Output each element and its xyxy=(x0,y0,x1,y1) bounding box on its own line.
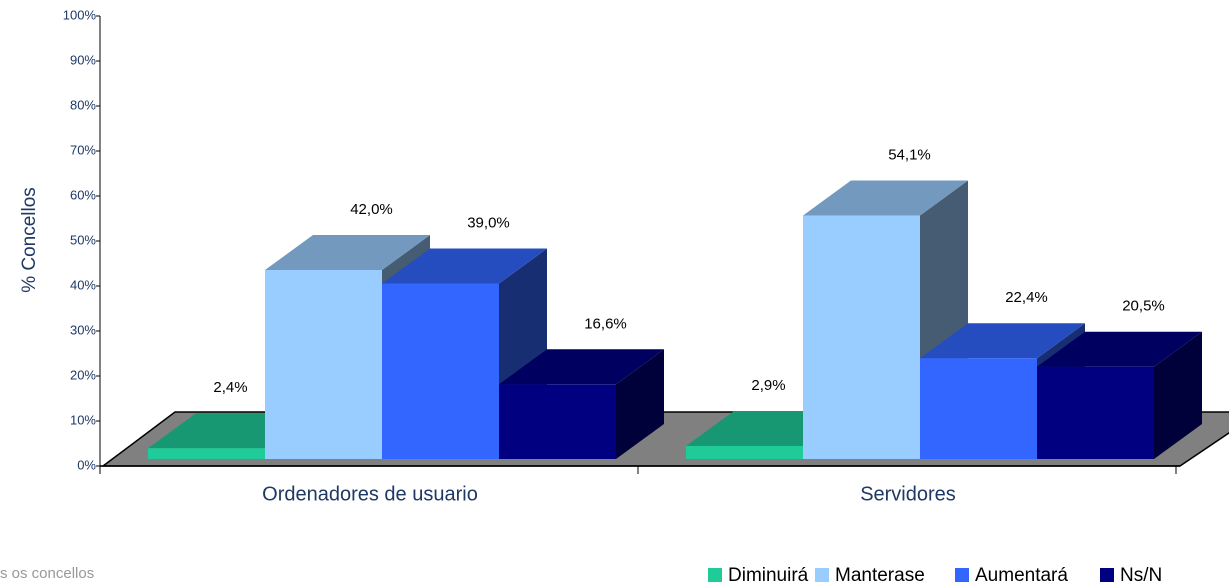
bar-top xyxy=(499,349,664,385)
bar xyxy=(686,445,803,459)
bar-top xyxy=(920,323,1085,359)
y-tick-label: 10% xyxy=(70,412,96,427)
bar xyxy=(148,448,265,459)
y-tick-label: 70% xyxy=(70,142,96,157)
y-tick-label: 60% xyxy=(70,187,96,202)
value-label: 16,6% xyxy=(584,315,627,332)
y-tick-label: 90% xyxy=(70,52,96,67)
value-label: 54,1% xyxy=(888,147,931,164)
bar-top xyxy=(1037,331,1202,367)
y-tick-label: 0% xyxy=(77,457,96,472)
footnote: s os concellos xyxy=(0,565,94,582)
bar xyxy=(920,358,1037,459)
value-label: 2,4% xyxy=(213,379,247,396)
x-tick-label: Ordenadores de usuario xyxy=(262,483,478,505)
value-label: 22,4% xyxy=(1005,289,1048,306)
bar-top xyxy=(382,248,547,284)
value-label: 42,0% xyxy=(350,201,393,218)
legend-swatch xyxy=(708,568,722,582)
bar xyxy=(803,215,920,459)
value-label: 39,0% xyxy=(467,214,510,231)
bar xyxy=(265,270,382,459)
legend-swatch xyxy=(1100,568,1114,582)
bar-side xyxy=(1154,331,1202,459)
y-tick-label: 30% xyxy=(70,322,96,337)
legend-swatch xyxy=(955,568,969,582)
legend-label: Ns/N xyxy=(1120,565,1162,586)
x-tick-label: Servidores xyxy=(860,483,956,505)
bar-side xyxy=(616,349,664,459)
y-tick-label: 80% xyxy=(70,97,96,112)
legend-label: Aumentará xyxy=(975,565,1068,586)
legend-swatch xyxy=(815,568,829,582)
y-tick-label: 100% xyxy=(63,7,97,22)
legend-label: Diminuirá xyxy=(728,565,809,586)
bar xyxy=(1037,366,1154,459)
y-tick-label: 50% xyxy=(70,232,96,247)
y-tick-label: 20% xyxy=(70,367,96,382)
legend-label: Manterase xyxy=(835,565,925,586)
bar xyxy=(382,283,499,459)
value-label: 20,5% xyxy=(1122,298,1165,315)
bar-top xyxy=(265,235,430,270)
y-axis-label: % Concellos xyxy=(19,187,40,293)
bar-top xyxy=(803,180,968,216)
value-label: 2,9% xyxy=(751,377,785,394)
y-tick-label: 40% xyxy=(70,277,96,292)
bar xyxy=(499,384,616,459)
